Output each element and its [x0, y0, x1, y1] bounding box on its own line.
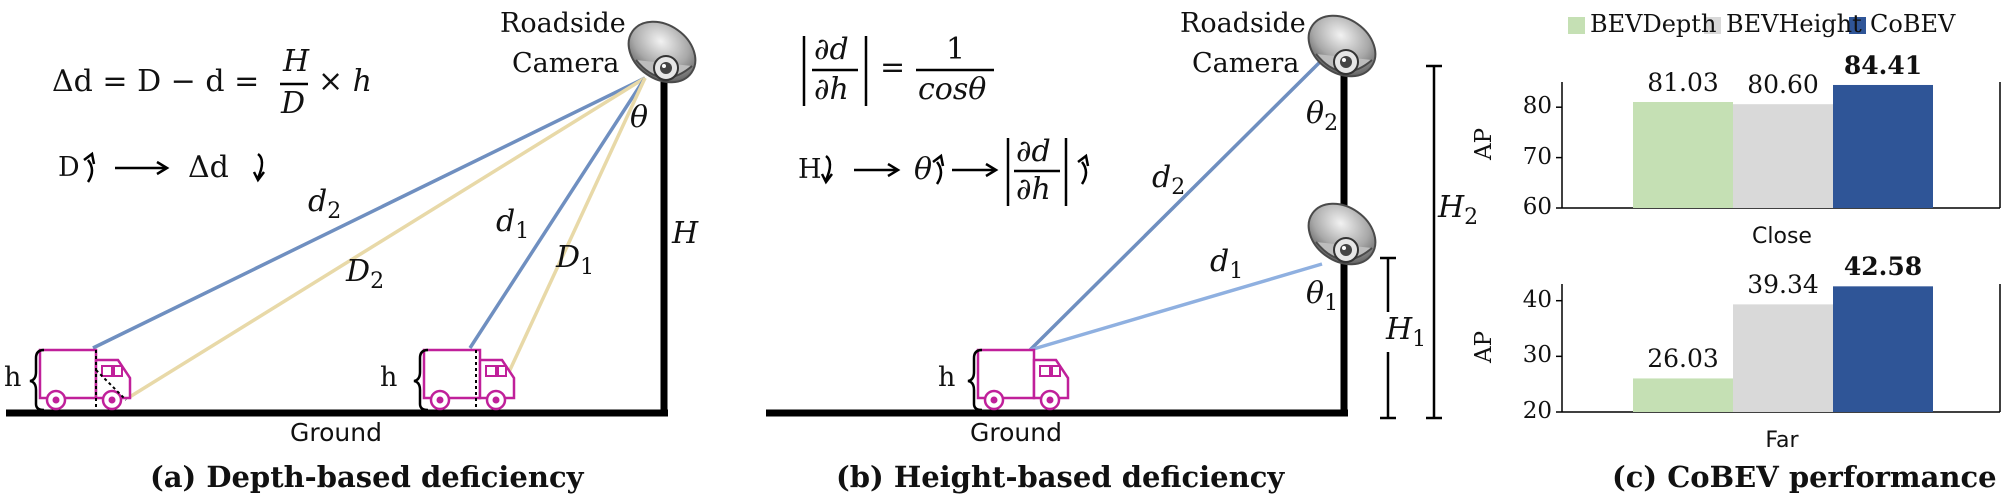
truck-far-icon [38, 348, 132, 411]
far-value-label-cobev: 42.58 [1843, 252, 1923, 282]
close-y-axis-label: AP [1471, 127, 1498, 161]
close-value-label-bevheight: 80.60 [1747, 70, 1819, 100]
label-d2: d2 [308, 184, 342, 224]
formula-b-rden: cosθ [918, 72, 987, 107]
camera-b-label-2: Camera [1192, 48, 1300, 79]
label-d1: d1 [496, 204, 530, 244]
relation-b-den: ∂h [1016, 172, 1051, 207]
formula-b-rnum: 1 [946, 32, 966, 67]
camera-b-label-1: Roadside [1180, 8, 1306, 39]
bars-close [1556, 84, 1933, 209]
relation-b-h: H [798, 154, 822, 185]
legend-swatch-bevheight [1704, 17, 1721, 34]
close-value-label-bevdepth: 81.03 [1647, 68, 1719, 97]
caption-c: (c) CoBEV performance [1612, 460, 1997, 494]
ray-d2 [92, 76, 646, 350]
camera-a-label-1: Roadside [500, 8, 626, 39]
label-b-d2: d2 [1152, 160, 1186, 200]
label-H: H [672, 216, 699, 251]
ray-D1 [495, 77, 647, 399]
far-value-label-bevdepth: 26.03 [1647, 344, 1719, 374]
close-tick-label: 80 [1522, 93, 1552, 120]
ray-d1 [468, 77, 647, 349]
legend-bevdepth: BEVDepth [1590, 10, 1717, 38]
ray-b-d2 [1028, 58, 1324, 352]
ground-label-a: Ground [290, 418, 382, 447]
label-h-far: h [4, 362, 22, 393]
formula-a-num: H [283, 44, 310, 79]
relation-b-num: ∂d [1016, 134, 1051, 169]
close-bar-bevdepth [1633, 102, 1733, 208]
close-x-axis-label: Close [1752, 224, 1812, 249]
relation-a-left: D [58, 152, 80, 183]
label-H2: H2 [1436, 190, 1481, 230]
truck-b-icon [976, 348, 1070, 411]
legend-bevheight: BEVHeight [1726, 10, 1862, 38]
camera-b-low-icon [1296, 190, 1388, 278]
caption-b: (b) Height-based deficiency [836, 460, 1285, 494]
legend-swatch-cobev [1849, 17, 1866, 34]
camera-b-high-icon [1296, 2, 1388, 90]
far-bar-cobev [1833, 286, 1933, 412]
far-bar-bevheight [1733, 304, 1833, 412]
panel-b [766, 2, 1442, 420]
label-h-near: h [380, 362, 398, 393]
formula-a-rhs: × h [318, 64, 372, 99]
panel-c [1556, 17, 2001, 413]
far-value-label-bevheight: 39.34 [1747, 270, 1819, 300]
far-tick-label: 30 [1522, 342, 1552, 369]
label-b-h: h [938, 362, 956, 393]
far-tick-label: 40 [1522, 286, 1552, 313]
ray-D2 [127, 76, 646, 400]
ray-b-d1 [1029, 262, 1323, 352]
label-theta2: θ2 [1306, 96, 1339, 136]
close-bar-cobev [1833, 84, 1933, 208]
brace-b [967, 348, 983, 412]
bars-far [1556, 286, 1933, 413]
camera-a-icon [616, 8, 708, 96]
label-b-d1: d1 [1210, 244, 1244, 284]
close-value-label-cobev: 84.41 [1843, 50, 1923, 80]
close-tick-label: 60 [1522, 194, 1552, 220]
legend-cobev: CoBEV [1870, 10, 1956, 38]
panel-a [6, 8, 708, 417]
formula-b-eq: = [880, 50, 906, 85]
caption-a: (a) Depth-based deficiency [150, 460, 584, 494]
far-tick-label: 20 [1522, 398, 1552, 424]
formula-b-den: ∂h [814, 72, 849, 107]
formula-b-num: ∂d [814, 32, 849, 67]
far-y-axis-label: AP [1471, 330, 1498, 364]
brace-h2 [413, 348, 429, 412]
camera-a-label-2: Camera [512, 48, 620, 79]
close-bar-bevheight [1733, 104, 1833, 208]
truck-near-icon [422, 348, 516, 411]
brace-h1 [29, 348, 45, 412]
ground-label-b: Ground [970, 418, 1062, 447]
close-tick-label: 70 [1522, 143, 1552, 170]
theta-a: θ [630, 100, 649, 135]
far-bar-bevdepth [1633, 378, 1733, 412]
relation-b-theta: θ [914, 152, 933, 187]
formula-a-den: D [281, 86, 306, 121]
far-x-axis-label: Far [1765, 428, 1799, 453]
relation-a-right: Δd [188, 150, 229, 185]
formula-a-lhs: Δd = D − d = [52, 64, 260, 99]
legend-swatch-bevdepth [1568, 17, 1585, 34]
label-D1: D1 [556, 240, 595, 280]
label-D2: D2 [346, 254, 385, 294]
label-theta1: θ1 [1306, 276, 1339, 316]
label-H1: H1 [1384, 312, 1429, 352]
